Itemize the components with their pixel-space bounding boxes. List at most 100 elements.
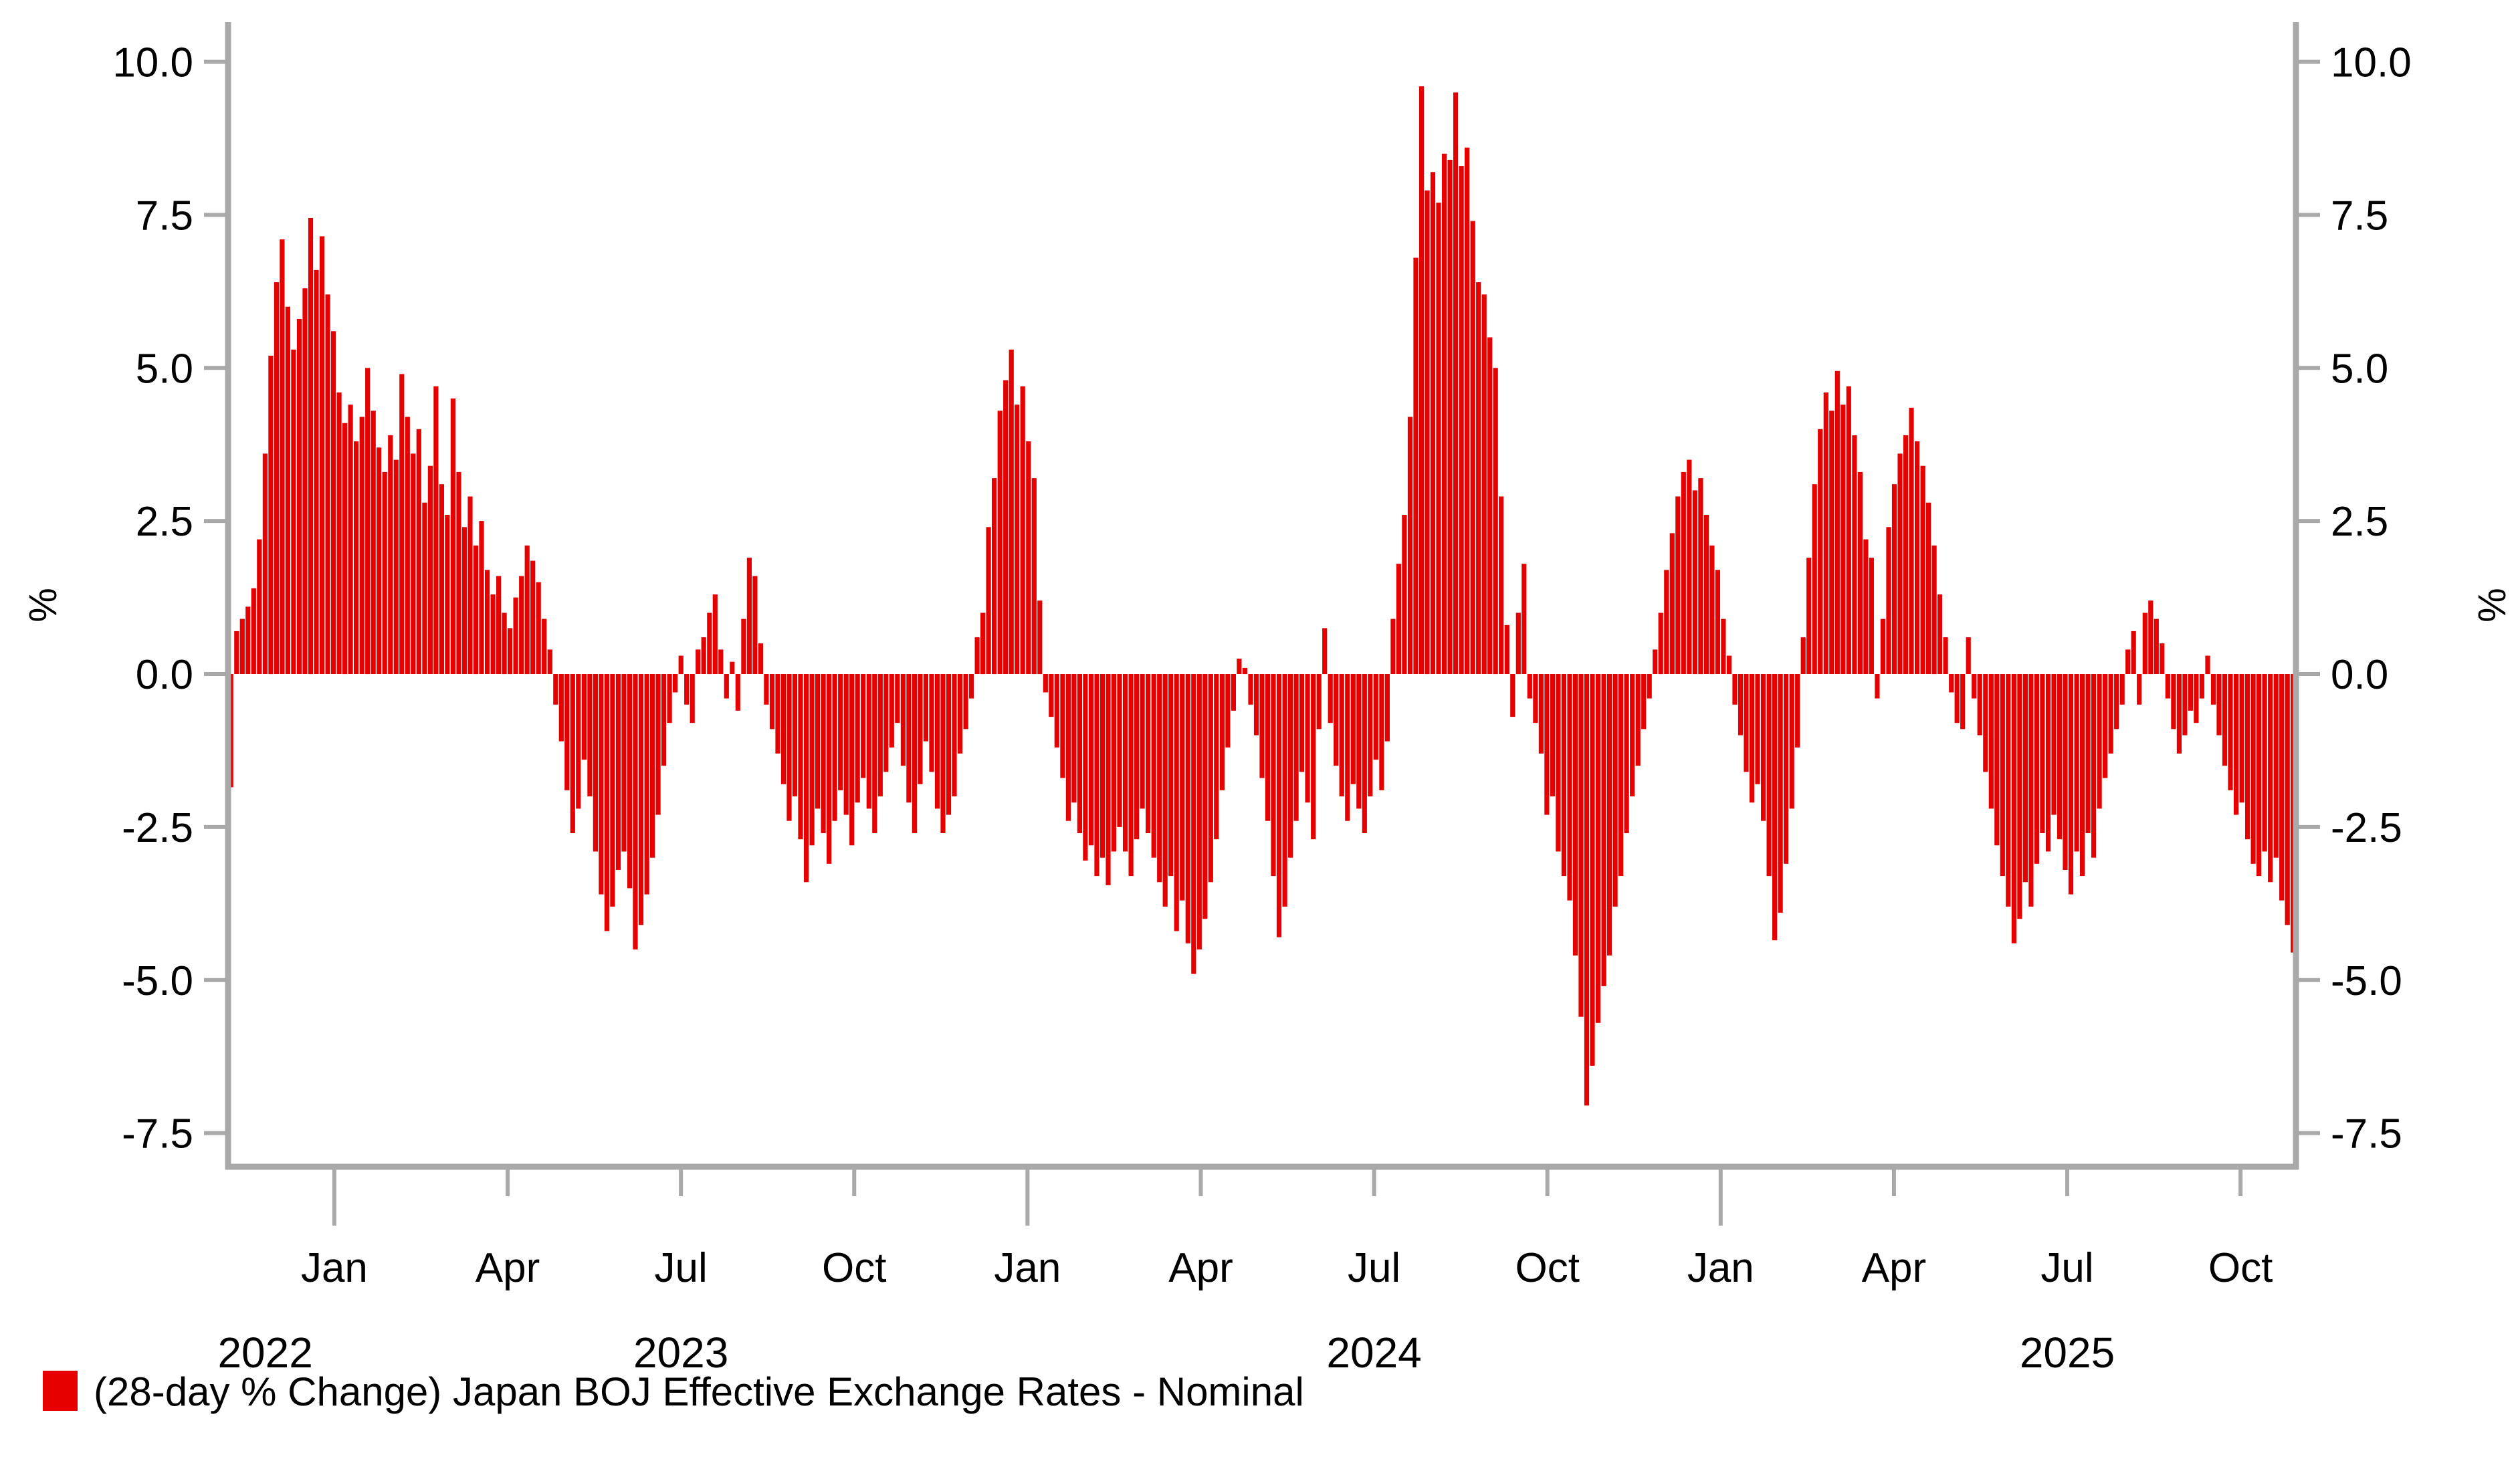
- x-tick-label: Jul: [2040, 1245, 2093, 1291]
- bar: [1020, 386, 1025, 674]
- bar: [1698, 478, 1703, 675]
- bar: [524, 545, 530, 675]
- bar: [1755, 674, 1760, 784]
- legend-swatch: [43, 1371, 78, 1411]
- y-tick-label-right: -5.0: [2331, 958, 2402, 1004]
- bar: [1920, 465, 1925, 674]
- x-tick-label: Jul: [655, 1245, 708, 1291]
- bar: [1926, 502, 1931, 674]
- bar: [1744, 674, 1749, 772]
- bar: [1891, 484, 1897, 674]
- bar: [1504, 625, 1509, 674]
- bar: [855, 674, 860, 803]
- bar: [1065, 674, 1071, 821]
- bar: [1305, 674, 1310, 803]
- bar: [986, 527, 991, 674]
- bar: [280, 239, 285, 674]
- bar: [638, 674, 644, 925]
- bar: [325, 294, 330, 674]
- bar: [1875, 674, 1880, 699]
- bar: [2006, 674, 2011, 907]
- bar: [1214, 674, 1219, 840]
- bar: [1481, 294, 1487, 674]
- bar: [1328, 674, 1333, 723]
- bar: [467, 496, 473, 674]
- bar: [718, 649, 724, 674]
- bar: [906, 674, 912, 803]
- bar: [1726, 655, 1732, 675]
- bar: [593, 674, 598, 852]
- bar: [912, 674, 917, 833]
- bar: [1231, 674, 1236, 711]
- bar: [2011, 674, 2016, 943]
- bar: [741, 618, 746, 674]
- bar: [1282, 674, 1287, 907]
- bar: [838, 674, 843, 790]
- bar: [2239, 674, 2244, 803]
- bar: [291, 349, 296, 674]
- bar: [1732, 674, 1738, 705]
- bar: [1071, 674, 1077, 803]
- bar: [570, 674, 575, 833]
- bar: [377, 447, 382, 674]
- x-axis-year-labels: 2022 2023 2024 2025: [217, 1329, 2115, 1377]
- bar: [1299, 674, 1305, 772]
- bar: [2131, 631, 2136, 674]
- bar: [405, 417, 410, 674]
- bar: [2216, 674, 2222, 735]
- bar: [1049, 674, 1054, 717]
- y-tick-label-left: -7.5: [122, 1111, 193, 1157]
- bar: [1384, 674, 1390, 742]
- bar: [519, 576, 524, 674]
- bar: [940, 674, 946, 833]
- bar: [1265, 674, 1271, 821]
- bar: [707, 612, 712, 675]
- bar: [2154, 618, 2159, 674]
- bar: [2165, 674, 2170, 699]
- bar: [1852, 435, 1857, 674]
- bar: [2091, 674, 2097, 858]
- bar: [1915, 441, 1920, 674]
- bar: [359, 417, 364, 674]
- bar: [257, 539, 262, 674]
- bar: [735, 674, 740, 711]
- bar: [2034, 674, 2039, 864]
- bar: [764, 674, 769, 705]
- bar: [2273, 674, 2279, 858]
- bar: [1174, 674, 1179, 931]
- bar: [1499, 496, 1504, 674]
- bar: [268, 356, 274, 675]
- bar: [239, 618, 245, 674]
- bar: [1162, 674, 1168, 907]
- bar: [542, 618, 547, 674]
- bar: [2256, 674, 2262, 877]
- bar: [877, 674, 883, 797]
- x-axis-labels: Jan Apr Jul Oct Jan Apr Jul Oct Jan Apr Jul Oct: [301, 1245, 2273, 1291]
- y-tick-label-left: 2.5: [136, 499, 193, 545]
- bar: [450, 399, 455, 674]
- bar: [746, 558, 752, 674]
- bar: [1823, 392, 1828, 674]
- bar: [1572, 674, 1578, 956]
- bar: [1009, 349, 1014, 674]
- bar: [1151, 674, 1156, 858]
- bar: [821, 674, 826, 833]
- bar: [1715, 570, 1720, 674]
- bar: [775, 674, 780, 754]
- bar: [798, 674, 803, 840]
- bar: [302, 288, 308, 674]
- bar: [1111, 674, 1117, 852]
- y-axis-title-left: %: [21, 588, 65, 623]
- bar: [872, 674, 877, 833]
- bar: [388, 435, 393, 674]
- bar: [2137, 674, 2142, 705]
- bar: [1818, 429, 1823, 674]
- bar: [2119, 674, 2125, 705]
- bar: [234, 631, 239, 674]
- bar: [969, 674, 974, 699]
- bar: [1800, 637, 1806, 674]
- bar: [2194, 674, 2199, 723]
- bar: [2017, 674, 2022, 919]
- bar: [1977, 674, 1982, 735]
